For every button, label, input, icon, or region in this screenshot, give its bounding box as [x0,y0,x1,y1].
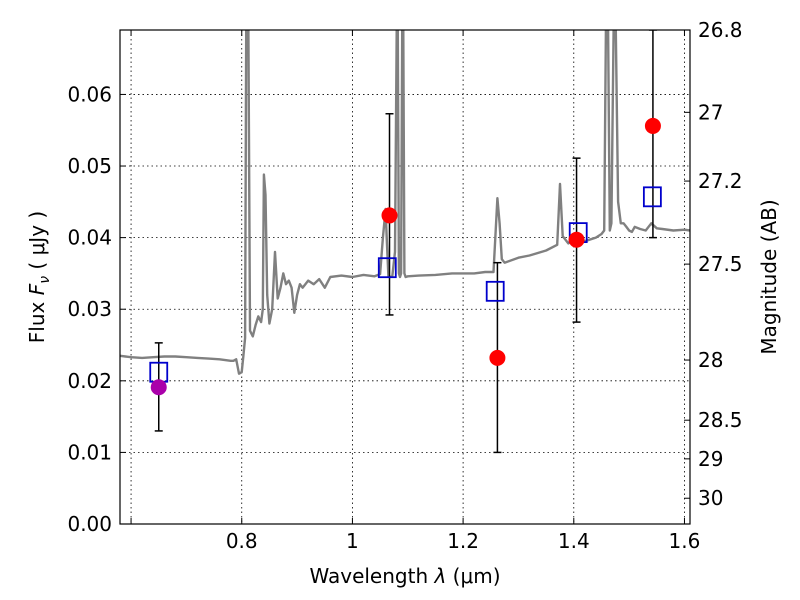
model-points [149,186,662,383]
x-tick-label: 0.8 [226,529,258,553]
y2-tick-label: 26.8 [698,18,743,42]
y2-axis-label: Magnitude (AB) [757,199,781,354]
model-point [642,186,662,208]
y-tick-label: 0.01 [67,440,112,464]
x-axis-ticks: 0.8 1 1.2 1.4 1.6 [130,30,701,553]
x-tick-label: 1.4 [558,529,590,553]
y-axis-label: Flux Fν ( μJy ) [25,211,53,343]
model-point [485,280,505,302]
x-axis-label: Wavelength λ (μm) [309,564,500,588]
y2-tick-label: 27.5 [698,252,743,276]
y2-axis-ticks: 26.8 27 27.2 27.5 28 28.5 29 30 [684,18,743,510]
y2-tick-label: 27 [698,100,723,124]
y-axis-ticks: 0.00 0.01 0.02 0.03 0.04 0.05 0.06 [67,82,126,536]
observed-point [568,231,585,248]
x-tick-label: 1.6 [669,529,701,553]
y-tick-label: 0.02 [67,369,112,393]
y-tick-label: 0.04 [67,226,112,250]
observed-point [489,349,506,366]
observed-point [150,379,167,396]
y2-tick-label: 27.2 [698,169,743,193]
plot-frame [119,29,691,525]
y-tick-label: 0.06 [67,82,112,106]
observed-points [150,117,661,396]
y2-tick-label: 28 [698,348,723,372]
y-tick-label: 0.03 [67,297,112,321]
y-tick-label: 0.05 [67,154,112,178]
y2-tick-label: 30 [698,486,723,510]
x-tick-label: 1 [346,529,359,553]
y2-tick-label: 29 [698,447,723,471]
model-point [377,257,397,279]
x-tick-label: 1.2 [447,529,479,553]
y-tick-label: 0.00 [67,512,112,536]
observed-point [644,117,661,134]
observed-point [381,207,398,224]
y2-tick-label: 28.5 [698,408,743,432]
